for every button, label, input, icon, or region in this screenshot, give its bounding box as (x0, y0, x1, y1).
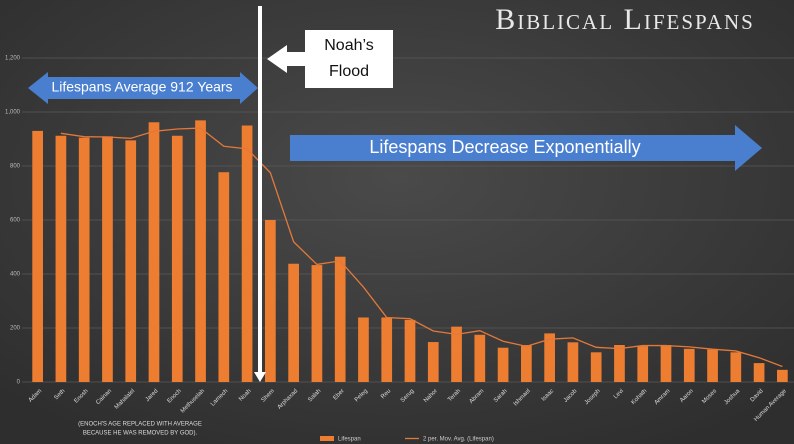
y-tick-label: 200 (10, 326, 21, 332)
y-tick-label: 400 (10, 272, 21, 278)
bar (521, 345, 532, 382)
bar (358, 317, 369, 382)
bar (381, 317, 393, 382)
bar (777, 369, 788, 382)
bar (707, 349, 718, 382)
bar (637, 346, 649, 382)
bar (334, 256, 346, 382)
legend-label: Lifespan (338, 437, 361, 443)
bar (404, 319, 416, 382)
decrease-arrow (290, 125, 762, 171)
y-tick-label: 0 (17, 380, 21, 386)
bar (567, 342, 579, 382)
footnote: BECAUSE HE WAS REMOVED BY GOD). (83, 431, 198, 437)
bar (55, 135, 67, 382)
bar (590, 352, 602, 382)
flood-box (305, 30, 393, 88)
flood-annotation: Noah’s (324, 37, 374, 54)
bar (195, 120, 206, 383)
legend-label: 2 per. Mov. Avg. (Lifespan) (423, 437, 494, 443)
flood-arrow (267, 45, 305, 73)
moving-average-line (60, 127, 783, 368)
bar (78, 137, 90, 382)
bar (32, 130, 43, 382)
y-tick-label: 800 (10, 164, 21, 170)
bar (125, 140, 137, 382)
bar (614, 345, 625, 382)
bar (102, 136, 113, 382)
footnote: (ENOCH'S AGE REPLACED WITH AVERAGE (78, 422, 202, 428)
chart-title: Biblical Lifespans (495, 3, 755, 36)
bar (427, 342, 439, 382)
bar (148, 122, 160, 382)
bar (544, 333, 555, 382)
bar (288, 263, 299, 382)
flood-annotation: Flood (329, 63, 369, 80)
flood-line-head (254, 372, 266, 382)
bar (497, 347, 509, 382)
average-arrow (28, 72, 258, 104)
bar (265, 220, 276, 382)
bar (753, 363, 765, 382)
bar (241, 125, 253, 382)
bar (451, 326, 462, 382)
bar (730, 352, 742, 382)
bar (660, 345, 672, 382)
legend-swatch (320, 436, 334, 441)
bar (171, 135, 183, 382)
bar (311, 265, 323, 382)
average-annotation: Lifespans Average 912 Years (51, 79, 232, 95)
y-tick-label: 1,000 (5, 110, 21, 116)
bar (474, 334, 486, 382)
y-tick-label: 600 (10, 218, 21, 224)
bar (218, 172, 230, 382)
y-tick-label: 1,200 (5, 56, 21, 62)
decrease-annotation: Lifespans Decrease Exponentially (369, 137, 640, 157)
bar (683, 348, 695, 382)
